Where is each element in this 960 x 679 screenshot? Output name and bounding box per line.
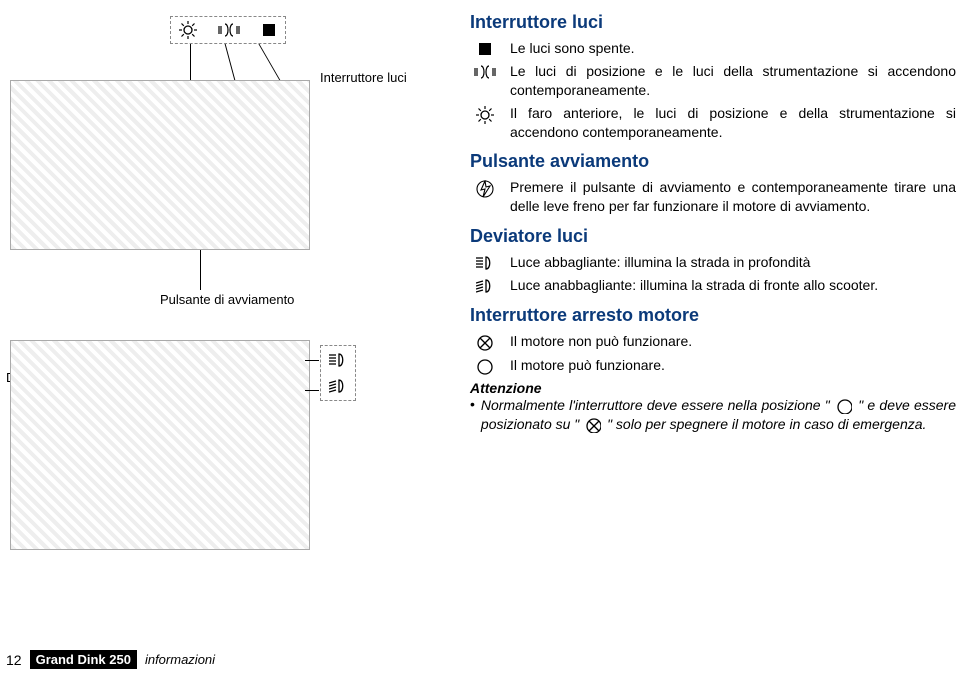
connector-line xyxy=(200,250,201,290)
list-item: Il motore può funzionare. xyxy=(470,356,956,376)
handlebar-sketch-top xyxy=(10,80,310,250)
square-filled-icon xyxy=(470,39,500,57)
list-item: Il faro anteriore, le luci di posizione … xyxy=(470,104,956,142)
list-item: Il motore non può funzionare. xyxy=(470,332,956,352)
footer-title-italic: informazioni xyxy=(145,652,215,667)
connector-line xyxy=(305,360,319,361)
starter-icon xyxy=(470,178,500,198)
beam-legend xyxy=(320,345,356,401)
list-item: Premere il pulsante di avviamento e cont… xyxy=(470,178,956,216)
top-icon-row xyxy=(170,16,286,44)
item-text: Il faro anteriore, le luci di posizione … xyxy=(510,104,956,142)
attenzione-body: • Normalmente l'interruttore deve essere… xyxy=(470,396,956,434)
item-text: Le luci di posizione e le luci della str… xyxy=(510,62,956,100)
low-beam-icon xyxy=(470,276,500,294)
label-interruttore-luci: Interruttore luci xyxy=(320,70,407,85)
page-number: 12 xyxy=(6,652,22,668)
section-title-interruttore-luci: Interruttore luci xyxy=(470,12,956,33)
headlight-on-icon xyxy=(470,104,500,124)
item-text: Luce anabbagliante: illumina la strada d… xyxy=(510,276,956,295)
label-pulsante-avviamento: Pulsante di avviamento xyxy=(160,292,294,307)
attenzione-text-pre: Normalmente l'interruttore deve essere n… xyxy=(481,397,830,413)
connector-line xyxy=(225,44,237,84)
square-filled-icon xyxy=(261,22,277,38)
engine-on-icon xyxy=(470,356,500,376)
item-text: Luce abbagliante: illumina la strada in … xyxy=(510,253,956,272)
list-item: Le luci sono spente. xyxy=(470,39,956,58)
pos-lights-icon xyxy=(470,62,500,80)
item-text: Il motore non può funzionare. xyxy=(510,332,956,351)
engine-off-icon xyxy=(585,417,601,433)
pulsante-avviamento-list: Premere il pulsante di avviamento e cont… xyxy=(470,178,956,216)
interruttore-luci-list: Le luci sono spente. Le luci di posizion… xyxy=(470,39,956,141)
section-title-deviatore-luci: Deviatore luci xyxy=(470,226,956,247)
high-beam-icon xyxy=(470,253,500,271)
list-item: Luce abbagliante: illumina la strada in … xyxy=(470,253,956,272)
arresto-motore-list: Il motore non può funzionare. Il motore … xyxy=(470,332,956,376)
engine-off-icon xyxy=(470,332,500,352)
list-item: Luce anabbagliante: illumina la strada d… xyxy=(470,276,956,295)
high-beam-icon xyxy=(329,352,347,368)
list-item: Le luci di posizione e le luci della str… xyxy=(470,62,956,100)
headlight-on-icon xyxy=(179,21,197,39)
section-title-pulsante-avviamento: Pulsante avviamento xyxy=(470,151,956,172)
item-text: Le luci sono spente. xyxy=(510,39,956,58)
low-beam-icon xyxy=(329,378,347,394)
handlebar-sketch-bottom xyxy=(10,340,310,550)
connector-line xyxy=(305,390,319,391)
right-column: Interruttore luci Le luci sono spente. L… xyxy=(470,10,960,434)
attenzione-text-post: " solo per spegnere il motore in caso di… xyxy=(607,416,926,432)
connector-line xyxy=(258,44,282,84)
footer-title-black: Grand Dink 250 xyxy=(30,650,137,669)
deviatore-luci-list: Luce abbagliante: illumina la strada in … xyxy=(470,253,956,295)
pos-lights-icon xyxy=(215,22,243,38)
attenzione-title: Attenzione xyxy=(470,380,956,396)
page-footer: 12 Grand Dink 250 informazioni xyxy=(6,650,215,669)
section-title-arresto-motore: Interruttore arresto motore xyxy=(470,305,956,326)
left-column: Interruttore luci Pulsante di avviamento… xyxy=(0,10,470,434)
item-text: Premere il pulsante di avviamento e cont… xyxy=(510,178,956,216)
item-text: Il motore può funzionare. xyxy=(510,356,956,375)
connector-line xyxy=(190,44,191,84)
engine-on-icon xyxy=(836,398,852,414)
